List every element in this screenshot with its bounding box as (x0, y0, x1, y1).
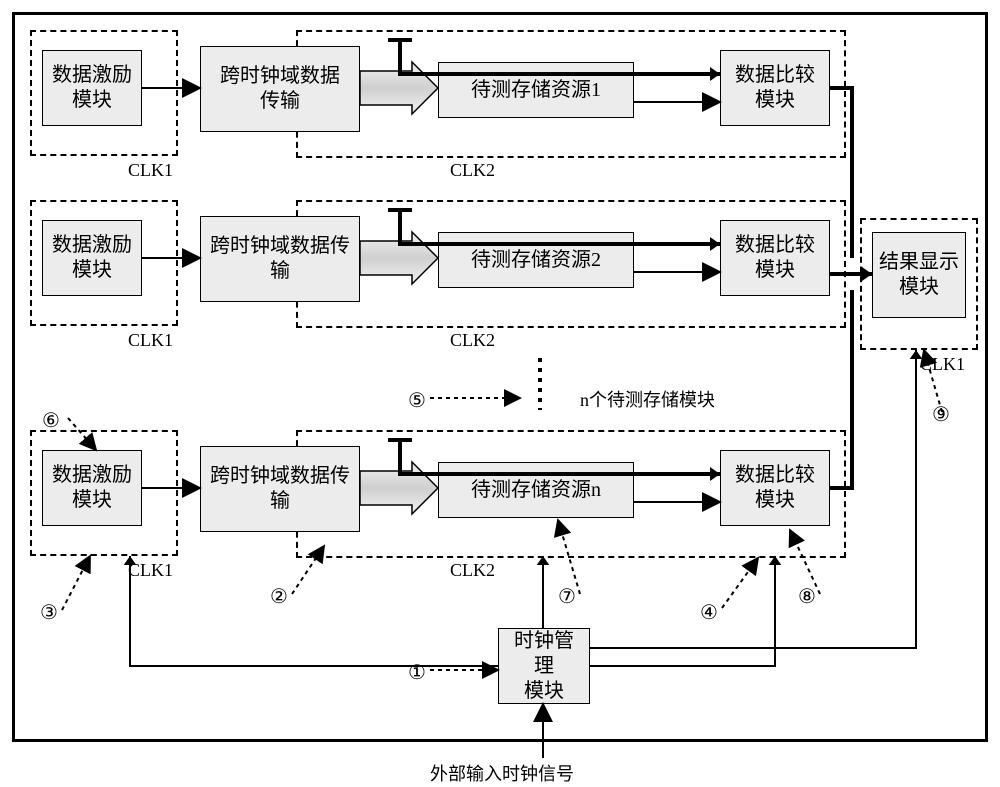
stimulus-block-1: 数据激励模块 (42, 50, 142, 126)
cdc-block-2: 跨时钟域数据传输 (200, 216, 360, 302)
n-modules-label: n个待测存储模块 (580, 386, 715, 412)
circled-c1: ① (408, 660, 426, 685)
cdc-block-1: 跨时钟域数据传输 (200, 46, 360, 132)
circled-c5: ⑤ (408, 388, 426, 413)
clk2-label-1: CLK2 (450, 160, 495, 181)
circled-c9: ⑨ (932, 402, 950, 427)
clk1-label-3: CLK1 (128, 560, 173, 581)
compare-block-3: 数据比较模块 (720, 450, 830, 526)
dut-block-2: 待测存储资源2 (438, 232, 634, 288)
circled-c7: ⑦ (558, 584, 576, 609)
dut-block-1: 待测存储资源1 (438, 62, 634, 118)
cdc-block-3: 跨时钟域数据传输 (200, 446, 360, 532)
stimulus-block-2: 数据激励模块 (42, 220, 142, 296)
compare-block-2: 数据比较模块 (720, 220, 830, 296)
diagram-canvas: 数据激励模块CLK1跨时钟域数据传输CLK2待测存储资源1数据比较模块数据激励模… (0, 0, 1000, 787)
clk1-label-1: CLK1 (128, 160, 173, 181)
result-block: 结果显示模块 (872, 232, 966, 318)
clk2-label-3: CLK2 (450, 560, 495, 581)
clock-mgr-block: 时钟管理模块 (498, 628, 590, 704)
compare-block-1: 数据比较模块 (720, 50, 830, 126)
clk1-label-2: CLK1 (128, 330, 173, 351)
stimulus-block-3: 数据激励模块 (42, 450, 142, 526)
circled-c8: ⑧ (798, 584, 816, 609)
dut-block-3: 待测存储资源n (438, 462, 634, 518)
result-clk1-label: CLK1 (920, 354, 965, 375)
circled-c2: ② (270, 584, 288, 609)
circled-c3: ③ (40, 600, 58, 625)
circled-c4: ④ (700, 600, 718, 625)
clk2-label-2: CLK2 (450, 330, 495, 351)
circled-c6: ⑥ (42, 408, 60, 433)
ext-clock-label: 外部输入时钟信号 (430, 760, 574, 786)
